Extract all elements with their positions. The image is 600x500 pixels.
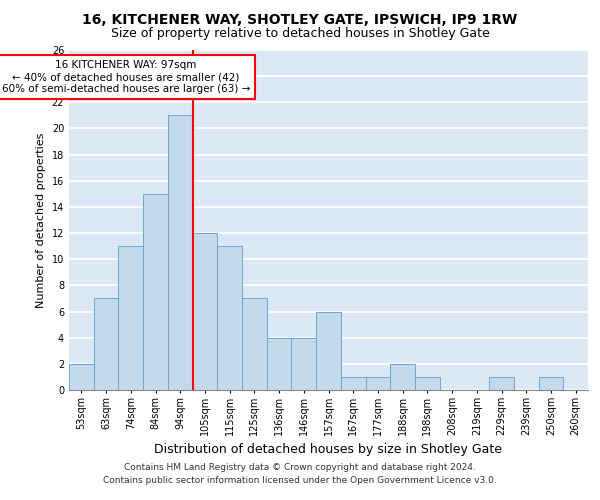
Bar: [316, 312, 341, 390]
Bar: [365, 377, 390, 390]
Bar: [341, 377, 365, 390]
Bar: [94, 298, 118, 390]
Bar: [242, 298, 267, 390]
X-axis label: Distribution of detached houses by size in Shotley Gate: Distribution of detached houses by size …: [155, 444, 503, 456]
Text: Contains HM Land Registry data © Crown copyright and database right 2024.: Contains HM Land Registry data © Crown c…: [124, 464, 476, 472]
Text: Contains public sector information licensed under the Open Government Licence v3: Contains public sector information licen…: [103, 476, 497, 485]
Text: 16, KITCHENER WAY, SHOTLEY GATE, IPSWICH, IP9 1RW: 16, KITCHENER WAY, SHOTLEY GATE, IPSWICH…: [82, 12, 518, 26]
Bar: [390, 364, 415, 390]
Bar: [539, 377, 563, 390]
Bar: [193, 233, 217, 390]
Y-axis label: Number of detached properties: Number of detached properties: [36, 132, 46, 308]
Bar: [292, 338, 316, 390]
Bar: [489, 377, 514, 390]
Text: 16 KITCHENER WAY: 97sqm
← 40% of detached houses are smaller (42)
60% of semi-de: 16 KITCHENER WAY: 97sqm ← 40% of detache…: [2, 60, 250, 94]
Bar: [415, 377, 440, 390]
Text: Size of property relative to detached houses in Shotley Gate: Size of property relative to detached ho…: [110, 28, 490, 40]
Bar: [168, 116, 193, 390]
Bar: [69, 364, 94, 390]
Bar: [267, 338, 292, 390]
Bar: [217, 246, 242, 390]
Bar: [118, 246, 143, 390]
Bar: [143, 194, 168, 390]
